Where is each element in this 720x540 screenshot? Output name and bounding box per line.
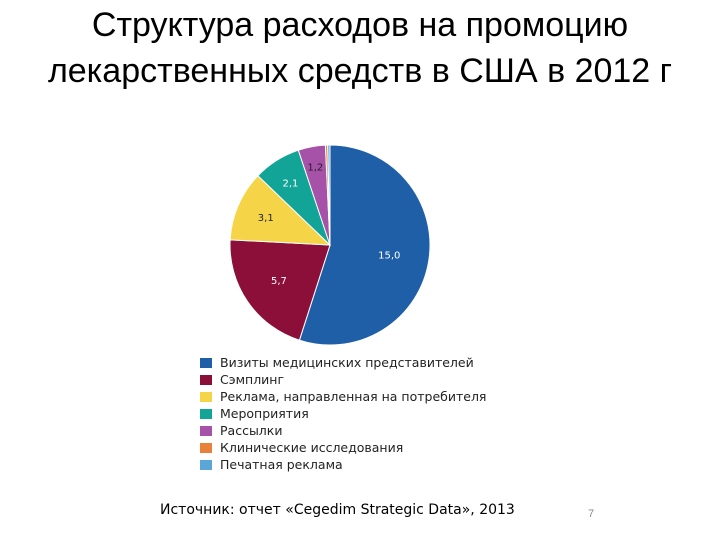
- pie-slice: [229, 239, 331, 341]
- legend-item: Мероприятия: [200, 405, 486, 422]
- legend-swatch: [200, 374, 212, 385]
- legend-swatch: [200, 391, 212, 402]
- pie-slice: [229, 175, 332, 246]
- pie-slice: [298, 145, 431, 345]
- slice-value-label: 2,1: [282, 178, 298, 189]
- legend-item: Реклама, направленная на потребителя: [200, 388, 486, 405]
- slide-title: Структура расходов на промоцию лекарстве…: [47, 6, 673, 90]
- legend-label: Реклама, направленная на потребителя: [220, 389, 487, 404]
- pie-chart: 15,05,73,12,11,20,10,1: [229, 145, 431, 345]
- legend-item: Клинические исследования: [200, 439, 486, 456]
- source-note: Источник: отчет «Cegedim Strategic Data»…: [160, 502, 515, 518]
- legend-item: Рассылки: [200, 422, 486, 439]
- slice-value-label: 5,7: [271, 276, 287, 287]
- legend-swatch: [200, 425, 212, 436]
- pie-slice: [327, 145, 331, 246]
- legend-label: Визиты медицинских представителей: [220, 355, 474, 370]
- legend-label: Клинические исследования: [220, 440, 404, 455]
- legend-label: Сэмплинг: [220, 372, 285, 387]
- slice-value-label: 3,1: [258, 213, 274, 224]
- chart-legend: Визиты медицинских представителей Сэмплин…: [200, 354, 486, 473]
- legend-swatch: [200, 442, 212, 453]
- legend-swatch: [200, 459, 212, 470]
- legend-swatch: [200, 408, 212, 419]
- legend-swatch: [200, 357, 212, 368]
- slice-value-label: 1,2: [307, 162, 323, 173]
- legend-item: Печатная реклама: [200, 456, 486, 473]
- slice-value-label: 15,0: [378, 250, 400, 261]
- legend-item: Визиты медицинских представителей: [200, 354, 486, 371]
- legend-item: Сэмплинг: [200, 371, 486, 388]
- legend-label: Мероприятия: [220, 406, 309, 421]
- page-number: 7: [588, 508, 595, 520]
- legend-label: Рассылки: [220, 423, 283, 438]
- legend-label: Печатная реклама: [220, 457, 343, 472]
